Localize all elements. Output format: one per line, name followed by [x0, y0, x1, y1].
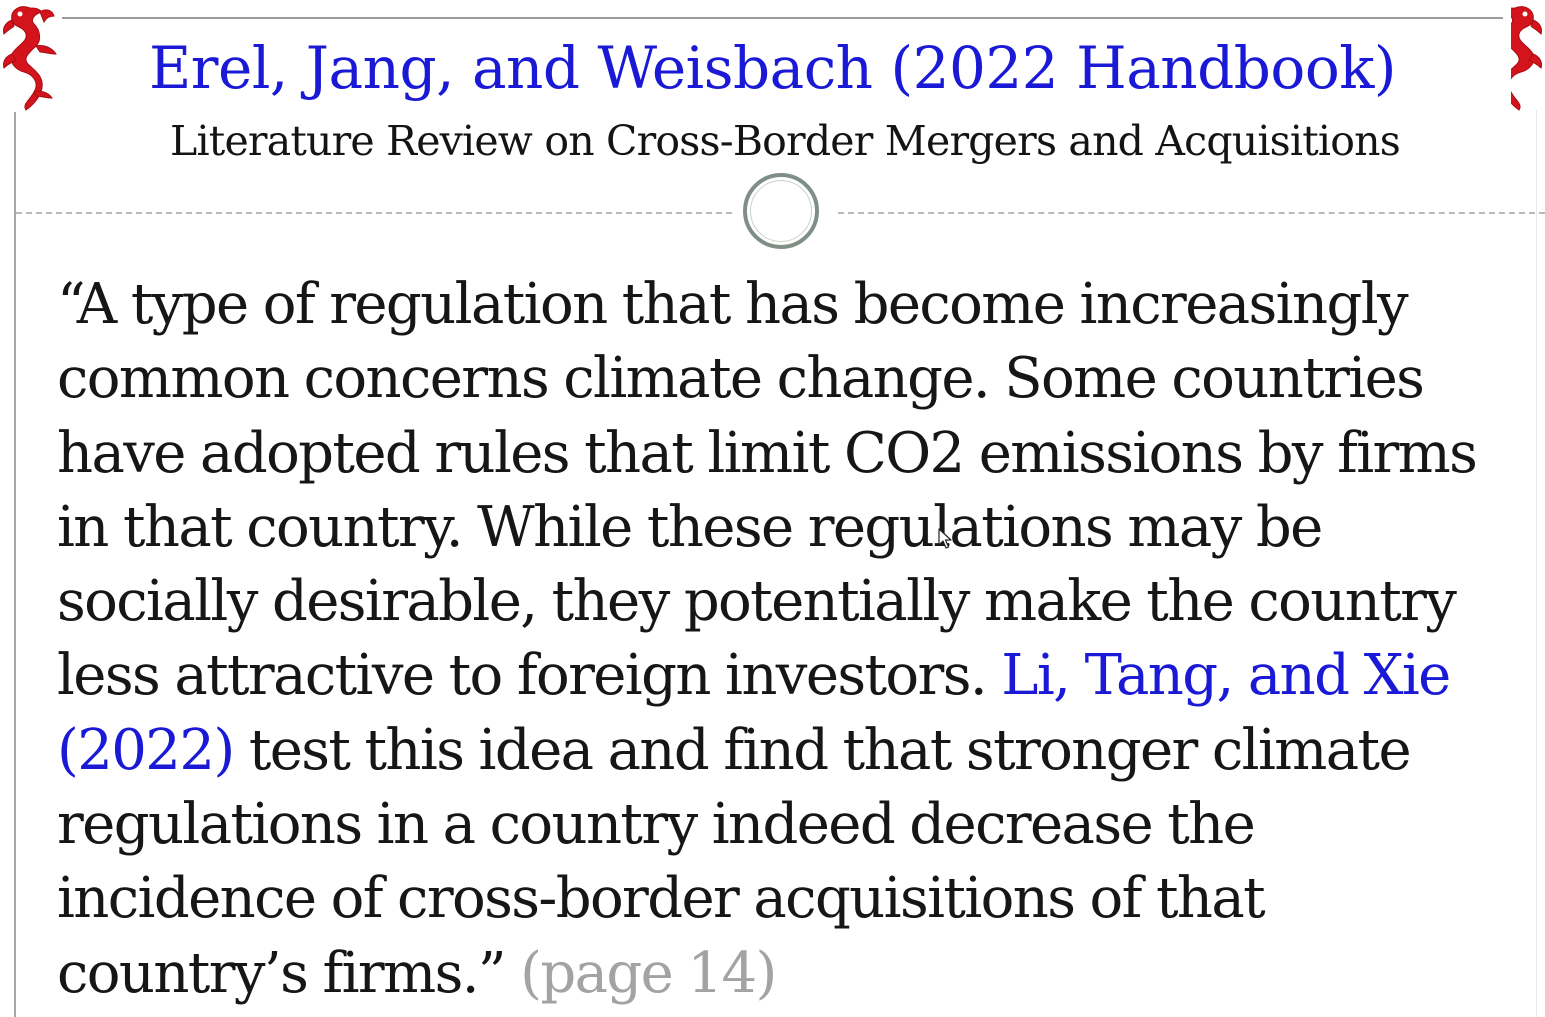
- dashed-divider-right: [838, 212, 1545, 214]
- quote-line: incidence of cross-border acquisitions o…: [57, 866, 1266, 932]
- quote-line: country’s firms.” (page 14): [57, 937, 1532, 1011]
- quote-line: “A type of regulation that has become in…: [57, 272, 1409, 337]
- quote-line: less attractive to foreign investors. Li…: [57, 639, 1532, 713]
- circle-ornament-icon: [743, 173, 819, 249]
- quote-text: test this idea and find that stronger cl…: [233, 717, 1412, 783]
- red-dragon-icon: [1511, 6, 1542, 111]
- quote-line: regulations in a country indeed decrease…: [57, 792, 1256, 858]
- slide-subtitle: Literature Review on Cross-Border Merger…: [170, 117, 1401, 165]
- quote-text: country’s firms.”: [57, 940, 521, 1006]
- quote-line: in that country. While these regulations…: [57, 494, 1323, 560]
- left-border-rule: [14, 112, 16, 1017]
- red-dragon-icon: [3, 6, 57, 111]
- slide-title: Erel, Jang, and Weisbach (2022 Handbook): [148, 34, 1397, 102]
- right-border-rule: [1536, 110, 1537, 1017]
- quote-line: socially desirable, they potentially mak…: [57, 569, 1457, 635]
- quote-text: less attractive to foreign investors.: [57, 643, 1002, 709]
- quote-line: (2022) test this idea and find that stro…: [57, 714, 1532, 788]
- top-rule: [62, 17, 1503, 19]
- mouse-cursor-icon: [938, 528, 952, 549]
- dashed-divider-left: [16, 212, 732, 214]
- citation-link: Li, Tang, and Xie: [1001, 643, 1451, 709]
- quote-block: “A type of regulation that has become in…: [57, 268, 1532, 1011]
- quote-line: common concerns climate change. Some cou…: [57, 346, 1425, 412]
- quote-line: have adopted rules that limit CO2 emissi…: [57, 420, 1478, 486]
- citation-year: (2022): [57, 717, 235, 783]
- page-reference: (page 14): [520, 940, 777, 1006]
